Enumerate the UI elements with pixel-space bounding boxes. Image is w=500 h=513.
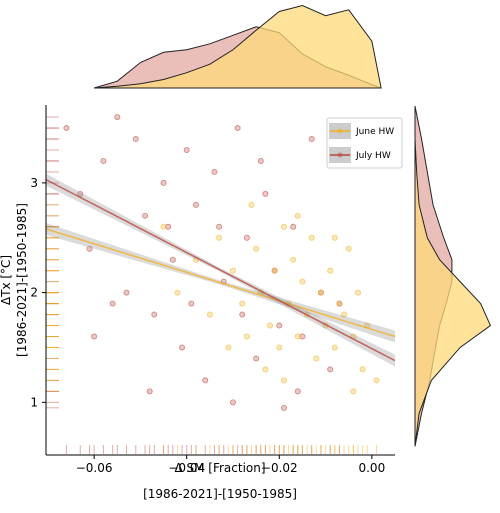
scatter-point [165, 223, 172, 230]
scatter-point [327, 267, 334, 274]
scatter-point [216, 223, 223, 230]
scatter-point [229, 399, 236, 406]
scatter-point [313, 355, 320, 362]
scatter-point [276, 344, 283, 351]
scatter-point [188, 300, 195, 307]
scatter-point [331, 234, 338, 241]
scatter-point [280, 377, 287, 384]
scatter-point [350, 388, 357, 395]
y-axis-label-2: [1986-2021]-[1950-1985] [15, 203, 29, 357]
scatter-point [262, 190, 269, 197]
scatter-point [253, 245, 260, 252]
scatter-point [294, 388, 301, 395]
scatter-point [299, 333, 306, 340]
scatter-point [257, 157, 264, 164]
scatter-point [114, 114, 121, 121]
scatter-point [294, 212, 301, 219]
scatter-point [146, 388, 153, 395]
y-tick-label: 1 [30, 395, 38, 409]
scatter-point [248, 201, 255, 208]
scatter-point [331, 344, 338, 351]
fit-line [45, 178, 396, 362]
y-tick-label: 2 [30, 286, 38, 300]
scatter-point [183, 146, 190, 153]
scatter-point [336, 300, 343, 307]
scatter-point [202, 377, 209, 384]
legend-marker [337, 128, 343, 134]
scatter-point [192, 201, 199, 208]
scatter-point [179, 344, 186, 351]
scatter-point [290, 223, 297, 230]
scatter-point [373, 377, 380, 384]
scatter-point [91, 333, 98, 340]
scatter-point [294, 333, 301, 340]
scatter-point [174, 289, 181, 296]
scatter-point [160, 179, 167, 186]
scatter-point [86, 245, 93, 252]
scatter-point [308, 136, 315, 143]
scatter-point [327, 366, 334, 373]
legend-label: June HW [355, 127, 394, 137]
scatter-point [243, 333, 250, 340]
scatter-point [359, 366, 366, 373]
scatter-point [267, 322, 274, 329]
scatter-point [169, 256, 176, 263]
scatter-point [234, 125, 241, 132]
scatter-point [253, 355, 260, 362]
scatter-point [280, 223, 287, 230]
scatter-point [290, 256, 297, 263]
scatter-point [123, 289, 130, 296]
scatter-point [276, 322, 283, 329]
scatter-point [280, 404, 287, 411]
x-axis-label-2: [1986-2021]-[1950-1985] [143, 487, 297, 501]
right-kde [414, 106, 492, 447]
scatter-point [77, 190, 84, 197]
legend-label: July HW [355, 151, 391, 161]
scatter-point [345, 245, 352, 252]
fit-line [45, 228, 396, 338]
scatter-point [142, 212, 149, 219]
x-axis-label: Δ SM [Fraction] [174, 461, 265, 475]
scatter-point [216, 234, 223, 241]
scatter-point [109, 300, 116, 307]
scatter-point [229, 267, 236, 274]
scatter-point [243, 234, 250, 241]
y-tick-label: 3 [30, 176, 38, 190]
scatter-point [160, 223, 167, 230]
scatter-point [239, 300, 246, 307]
scatter-point [271, 267, 278, 274]
x-tick-label: −0.02 [261, 461, 298, 475]
scatter-point [225, 344, 232, 351]
scatter-point [63, 125, 70, 132]
x-tick-label: 0.00 [358, 461, 385, 475]
scatter-point [317, 289, 324, 296]
x-tick-label: −0.06 [76, 461, 113, 475]
scatter-point [132, 136, 139, 143]
scatter-point [211, 168, 218, 175]
scatter-point [341, 311, 348, 318]
scatter-point [299, 278, 306, 285]
y-axis-label: ΔTx [°C] [0, 255, 13, 305]
scatter-point [151, 311, 158, 318]
scatter-point [308, 234, 315, 241]
x-tick-label: −0.04 [168, 461, 205, 475]
top-kde [94, 5, 382, 89]
scatter-point [354, 289, 361, 296]
legend-marker [337, 152, 343, 158]
scatter-point [239, 311, 246, 318]
scatter-point [206, 311, 213, 318]
scatter-point [100, 157, 107, 164]
scatter-point [262, 366, 269, 373]
